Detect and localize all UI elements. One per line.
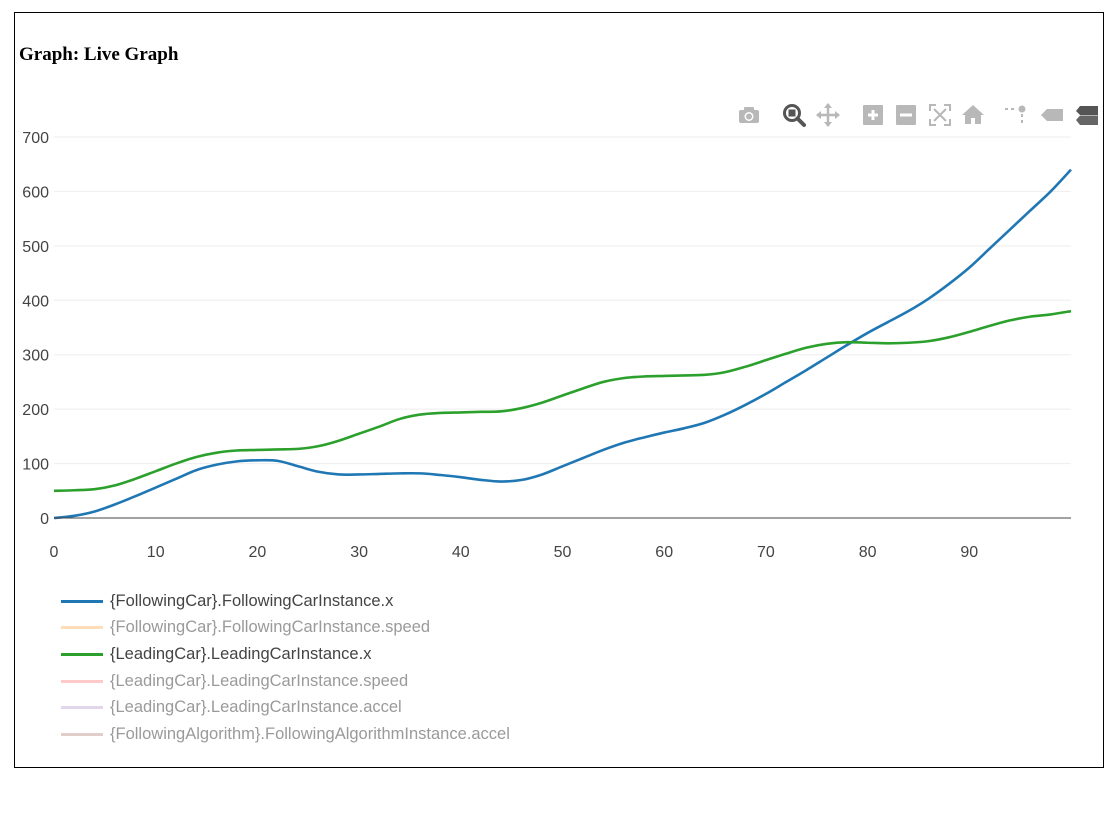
x-tick-label: 90 [960, 544, 978, 561]
legend-item-5[interactable]: {FollowingAlgorithm}.FollowingAlgorithmI… [61, 721, 510, 748]
graph-title: Graph: Live Graph [19, 44, 179, 65]
y-tick-label: 700 [22, 130, 49, 147]
series-line-0[interactable] [53, 168, 1072, 520]
legend-item-1[interactable]: {FollowingCar}.FollowingCarInstance.spee… [61, 615, 510, 642]
y-tick-label: 200 [22, 402, 49, 419]
zoom-in-button[interactable] [859, 101, 887, 129]
pan-icon [816, 103, 840, 127]
legend-swatch [61, 732, 103, 736]
legend-swatch [61, 626, 103, 630]
x-tick-label: 0 [50, 544, 59, 561]
x-tick-label: 40 [452, 544, 470, 561]
spike-lines-button[interactable] [1002, 101, 1030, 129]
reset-axes-button[interactable] [959, 101, 987, 129]
legend-item-4[interactable]: {LeadingCar}.LeadingCarInstance.accel [61, 694, 510, 721]
y-tick-label: 300 [22, 348, 49, 365]
x-tick-label: 10 [147, 544, 165, 561]
x-tick-label: 50 [554, 544, 572, 561]
legend-label: {LeadingCar}.LeadingCarInstance.speed [110, 671, 409, 690]
x-tick-label: 60 [655, 544, 673, 561]
y-tick-label: 100 [22, 457, 49, 474]
chart-legend: {FollowingCar}.FollowingCarInstance.x {Fo… [61, 588, 510, 748]
zoom-in-icon [863, 105, 883, 125]
legend-item-3[interactable]: {LeadingCar}.LeadingCarInstance.speed [61, 668, 510, 695]
line-chart[interactable]: 0 100 200 300 400 500 600 700 0 10 20 30 40 50 60 70 80 9… [15, 13, 1105, 769]
x-tick-label: 30 [350, 544, 368, 561]
legend-label: {FollowingCar}.FollowingCarInstance.spee… [110, 618, 431, 637]
x-tick-label: 80 [859, 544, 877, 561]
hover-compare-icon [1076, 106, 1098, 125]
zoom-out-button[interactable] [892, 101, 920, 129]
legend-swatch [61, 679, 103, 683]
zoom-out-icon [896, 105, 916, 125]
y-tick-label: 500 [22, 239, 49, 256]
y-tick-label: 600 [22, 184, 49, 201]
hover-closest-icon [1041, 109, 1063, 121]
autoscale-icon [929, 104, 951, 126]
zoom-icon [783, 104, 806, 127]
hover-closest-button[interactable] [1038, 101, 1066, 129]
modebar [735, 101, 1105, 129]
autoscale-button[interactable] [926, 101, 954, 129]
tick-labels: 0 100 200 300 400 500 600 700 0 10 20 30 40 50 60 70 80 9… [22, 130, 978, 561]
pan-button[interactable] [814, 101, 842, 129]
camera-button[interactable] [735, 101, 763, 129]
legend-swatch [61, 706, 103, 710]
legend-label: {FollowingCar}.FollowingCarInstance.x [110, 591, 394, 610]
graph-panel: Graph: Live Graph 0 100 200 300 400 500 600 700… [14, 12, 1104, 768]
camera-icon [739, 107, 759, 123]
zoom-button[interactable] [780, 101, 808, 129]
series-lines [53, 168, 1072, 520]
series-line-2[interactable] [53, 309, 1072, 493]
legend-swatch [61, 652, 103, 656]
legend-item-2[interactable]: {LeadingCar}.LeadingCarInstance.x [61, 641, 510, 668]
y-tick-label: 400 [22, 293, 49, 310]
hover-compare-button[interactable] [1072, 101, 1100, 129]
legend-label: {FollowingAlgorithm}.FollowingAlgorithmI… [110, 724, 510, 743]
y-tick-label: 0 [40, 511, 49, 528]
x-tick-label: 70 [757, 544, 775, 561]
gridlines [54, 136, 1071, 465]
legend-swatch [61, 599, 103, 603]
legend-label: {LeadingCar}.LeadingCarInstance.accel [110, 698, 402, 717]
home-icon [962, 105, 984, 124]
legend-item-0[interactable]: {FollowingCar}.FollowingCarInstance.x [61, 588, 510, 615]
spike-lines-icon [1005, 105, 1026, 123]
legend-label: {LeadingCar}.LeadingCarInstance.x [110, 644, 372, 663]
x-tick-label: 20 [249, 544, 267, 561]
